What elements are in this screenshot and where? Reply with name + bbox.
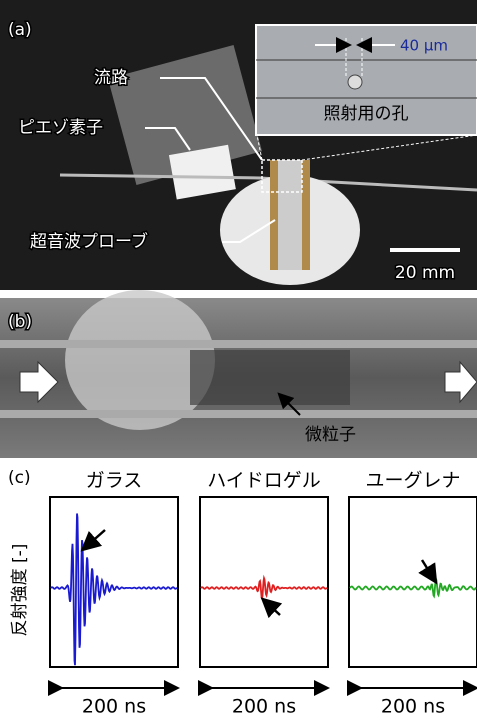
plot-title: ガラス <box>86 470 143 492</box>
plot-frame <box>349 497 477 667</box>
callout: 流路 <box>94 68 128 88</box>
scale-label: 20 mm <box>395 263 455 283</box>
figure: 40 µm 照射用の孔 (a) 流路 ピエゾ素子 超音波プローブ 20 mm (… <box>0 0 477 719</box>
panel-label: (a) <box>8 20 32 40</box>
width-label: 40 µm <box>400 37 448 55</box>
particles <box>190 350 350 405</box>
time-span: 200 ns <box>82 696 146 718</box>
time-span: 200 ns <box>381 696 445 718</box>
plot-title: ユーグレナ <box>365 470 460 492</box>
channel-wall <box>0 410 477 418</box>
callout: 超音波プローブ <box>30 231 148 252</box>
y-label: 反射強度 [-] <box>10 544 30 637</box>
probe-shaft <box>278 160 302 270</box>
panel-b: (b) 微粒子 <box>0 290 477 458</box>
panel-label: (b) <box>8 312 32 332</box>
panel-a: 40 µm 照射用の孔 (a) 流路 ピエゾ素子 超音波プローブ 20 mm <box>0 0 477 290</box>
panel-label: (c) <box>8 468 31 488</box>
plot-frame <box>50 497 178 667</box>
time-span: 200 ns <box>232 696 296 718</box>
callout: ピエゾ素子 <box>18 118 103 138</box>
channel-wall <box>0 340 477 348</box>
plot-title: ハイドロゲル <box>207 470 321 492</box>
hole <box>348 75 362 89</box>
callout: 微粒子 <box>305 425 356 445</box>
hole-label: 照射用の孔 <box>324 104 409 124</box>
panel-c: (c) 反射強度 [-] ガラス 200 ns ハイドロゲル 200 ns ユーグレナ 2… <box>8 468 477 718</box>
